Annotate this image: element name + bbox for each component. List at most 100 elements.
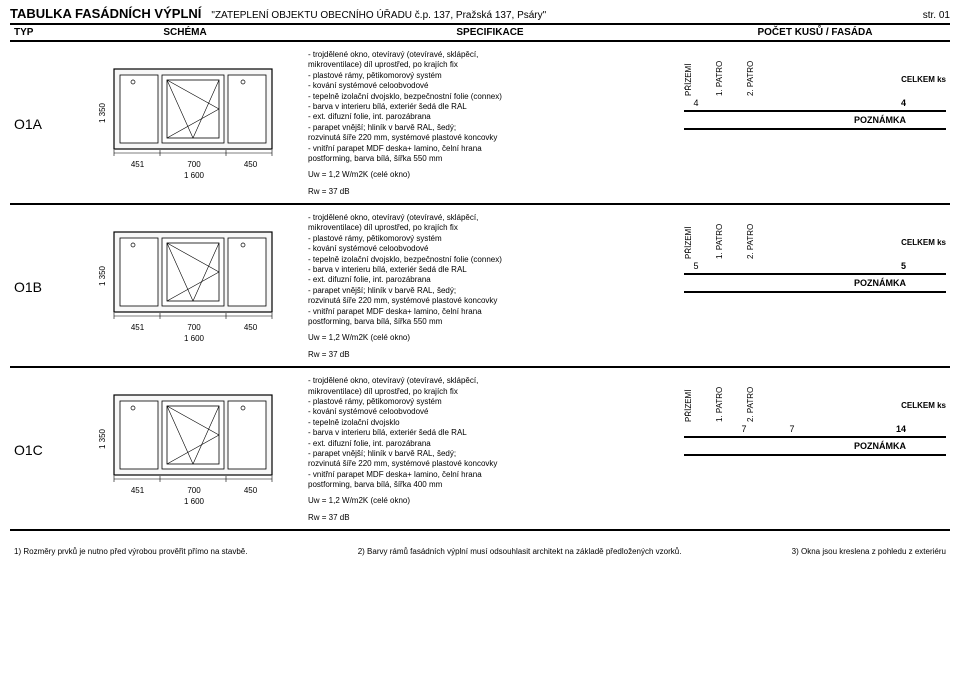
spec-line: - parapet vnější; hliník v barvě RAL, še… (308, 286, 672, 296)
col-count: POČET KUSŮ / FASÁDA (680, 25, 950, 40)
table-row: O1B 1 350 451 700 450 (10, 205, 950, 368)
spec-line: - trojdělené okno, otevíravý (otevíravé,… (308, 376, 672, 386)
dim-w1: 451 (114, 323, 161, 332)
dims-total-row: 1 600 (114, 171, 274, 180)
celkem-label: CELKEM ks (901, 75, 946, 96)
count-1patro (734, 98, 754, 108)
count-1patro (734, 261, 754, 271)
rows-container: O1A 1 350 451 700 450 (10, 42, 950, 531)
type-code: O1B (14, 279, 42, 295)
spec-line: - kování systémové celoobvodové (308, 244, 672, 254)
floor-prizemi: PŘÍZEMÍ (684, 50, 693, 96)
spec-line: mikroventilace) díl uprostřed, po krajíc… (308, 60, 672, 70)
dim-w2: 700 (161, 160, 227, 169)
floor-1patro: 1. PATRO (715, 50, 724, 96)
spec-body: - trojdělené okno, otevíravý (otevíravé,… (308, 213, 672, 327)
spec-line: - kování systémové celoobvodové (308, 81, 672, 91)
spec-line: mikroventilace) díl uprostřed, po krajíc… (308, 223, 672, 233)
table-row: O1A 1 350 451 700 450 (10, 42, 950, 205)
cell-spec: - trojdělené okno, otevíravý (otevíravé,… (300, 213, 680, 360)
floor-2patro: 2. PATRO (746, 213, 755, 259)
spec-line: - tepelně izolační dvojsklo, bezpečnostn… (308, 255, 672, 265)
window-schematic (113, 68, 273, 158)
uw-line: Uw = 1,2 W/m2K (celé okno) (308, 496, 672, 506)
dims-width-row: 451 700 450 (114, 160, 274, 169)
spec-line: rozvinutá šíře 220 mm, systémové plastov… (308, 459, 672, 469)
spec-line: - trojdělené okno, otevíravý (otevíravé,… (308, 50, 672, 60)
cell-schema: 1 350 451 700 450 1 600 (70, 213, 300, 360)
schematic-wrap: 1 350 (98, 394, 273, 484)
footnote-3: 3) Okna jsou kreslena z pohledu z exteri… (792, 547, 946, 556)
title-row: TABULKA FASÁDNÍCH VÝPLNÍ "ZATEPLENÍ OBJE… (10, 6, 950, 25)
cell-count: PŘÍZEMÍ 1. PATRO 2. PATRO CELKEM ks 7 7 … (680, 376, 950, 523)
col-typ: TYP (10, 25, 70, 40)
spec-line: - tepelně izolační dvojsklo, bezpečnostn… (308, 92, 672, 102)
col-schema: SCHÉMA (70, 25, 300, 40)
cell-schema: 1 350 451 700 450 1 600 (70, 376, 300, 523)
count-top: PŘÍZEMÍ 1. PATRO 2. PATRO CELKEM ks (684, 376, 946, 422)
doc-subtitle: "ZATEPLENÍ OBJEKTU OBECNÍHO ÚŘADU č.p. 1… (211, 10, 546, 21)
page-number: str. 01 (923, 10, 950, 21)
count-total: 14 (896, 424, 946, 434)
window-schematic (113, 394, 273, 484)
count-prizemi: 5 (686, 261, 706, 271)
spec-line: - barva v interieru bílá, exteriér šedá … (308, 428, 672, 438)
footnote-1: 1) Rozměry prvků je nutno před výrobou p… (14, 547, 247, 556)
spec-line: - vnitřní parapet MDF deska+ lamino, čel… (308, 470, 672, 480)
doc-title: TABULKA FASÁDNÍCH VÝPLNÍ (10, 6, 201, 21)
poznamka-label: POZNÁMKA (684, 275, 946, 293)
spec-line: - ext. difuzní folie, int. parozábrana (308, 439, 672, 449)
uw-line: Uw = 1,2 W/m2K (celé okno) (308, 333, 672, 343)
spec-line: - tepelně izolační dvojsklo (308, 418, 672, 428)
spec-line: postforming, barva bílá, šířka 550 mm (308, 154, 672, 164)
poznamka-label: POZNÁMKA (684, 112, 946, 130)
floor-labels: PŘÍZEMÍ 1. PATRO 2. PATRO (684, 50, 755, 96)
floor-labels: PŘÍZEMÍ 1. PATRO 2. PATRO (684, 213, 755, 259)
count-1patro: 7 (734, 424, 754, 434)
count-2patro (782, 98, 802, 108)
count-total: 4 (901, 98, 946, 108)
count-2patro: 7 (782, 424, 802, 434)
cell-spec: - trojdělené okno, otevíravý (otevíravé,… (300, 376, 680, 523)
table-header: TYP SCHÉMA SPECIFIKACE POČET KUSŮ / FASÁ… (10, 25, 950, 42)
spec-line: - vnitřní parapet MDF deska+ lamino, čel… (308, 307, 672, 317)
spec-line: - vnitřní parapet MDF deska+ lamino, čel… (308, 144, 672, 154)
dim-w2: 700 (161, 323, 227, 332)
window-schematic (113, 231, 273, 321)
count-values: 7 7 14 (684, 422, 946, 438)
dims-width-row: 451 700 450 (114, 323, 274, 332)
schematic-wrap: 1 350 (98, 231, 273, 321)
dim-w3: 450 (227, 486, 274, 495)
dim-total: 1 600 (114, 497, 274, 506)
floor-prizemi: PŘÍZEMÍ (684, 376, 693, 422)
count-top: PŘÍZEMÍ 1. PATRO 2. PATRO CELKEM ks (684, 213, 946, 259)
dim-w1: 451 (114, 486, 161, 495)
floor-1patro: 1. PATRO (715, 376, 724, 422)
count-2patro (782, 261, 802, 271)
dim-height: 1 350 (98, 103, 107, 123)
spec-line: - parapet vnější; hliník v barvě RAL, še… (308, 449, 672, 459)
celkem-label: CELKEM ks (901, 401, 946, 422)
dim-total: 1 600 (114, 334, 274, 343)
cell-count: PŘÍZEMÍ 1. PATRO 2. PATRO CELKEM ks 4 4 … (680, 50, 950, 197)
dims-width-row: 451 700 450 (114, 486, 274, 495)
floor-2patro: 2. PATRO (746, 50, 755, 96)
count-values: 5 5 (684, 259, 946, 275)
cell-count: PŘÍZEMÍ 1. PATRO 2. PATRO CELKEM ks 5 5 … (680, 213, 950, 360)
count-total: 5 (901, 261, 946, 271)
type-code: O1A (14, 116, 42, 132)
spec-line: postforming, barva bílá, šířka 400 mm (308, 480, 672, 490)
count-values: 4 4 (684, 96, 946, 112)
rw-line: Rw = 37 dB (308, 187, 672, 197)
spec-line: - barva v interieru bílá, exteriér šedá … (308, 265, 672, 275)
floor-1patro: 1. PATRO (715, 213, 724, 259)
col-spec: SPECIFIKACE (300, 25, 680, 40)
footer: 1) Rozměry prvků je nutno před výrobou p… (10, 541, 950, 556)
spec-line: - plastové rámy, pětikomorový systém (308, 71, 672, 81)
count-prizemi: 4 (686, 98, 706, 108)
cell-typ: O1A (10, 50, 70, 197)
cell-typ: O1B (10, 213, 70, 360)
spec-line: - ext. difuzní folie, int. parozábrana (308, 275, 672, 285)
poznamka-label: POZNÁMKA (684, 438, 946, 456)
schematic-wrap: 1 350 (98, 68, 273, 158)
